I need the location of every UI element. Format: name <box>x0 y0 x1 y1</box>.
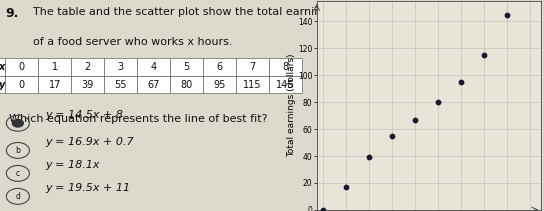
Point <box>503 13 511 16</box>
Point <box>480 53 489 57</box>
Text: y = 18.1x: y = 18.1x <box>45 160 100 170</box>
Point <box>342 185 351 189</box>
Text: of a food server who works x hours.: of a food server who works x hours. <box>33 37 232 47</box>
Text: y = 14.5x + 8: y = 14.5x + 8 <box>45 110 123 120</box>
Point <box>319 208 328 211</box>
Circle shape <box>13 119 23 127</box>
Text: y = 16.9x + 0.7: y = 16.9x + 0.7 <box>45 137 134 147</box>
Point <box>411 118 419 121</box>
Text: The table and the scatter plot show the total earnings y (in dollars): The table and the scatter plot show the … <box>33 7 408 17</box>
Text: 9.: 9. <box>6 7 19 20</box>
Point <box>456 80 465 84</box>
Text: b: b <box>15 146 20 155</box>
Point <box>434 100 442 104</box>
Text: c: c <box>16 169 20 178</box>
Point <box>365 156 374 159</box>
Text: Which equation represents the line of best fit?: Which equation represents the line of be… <box>9 114 267 124</box>
Y-axis label: Total earnings (dollars): Total earnings (dollars) <box>288 54 296 157</box>
Text: y = 19.5x + 11: y = 19.5x + 11 <box>45 183 131 193</box>
Point <box>388 134 397 138</box>
Text: d: d <box>15 192 20 201</box>
